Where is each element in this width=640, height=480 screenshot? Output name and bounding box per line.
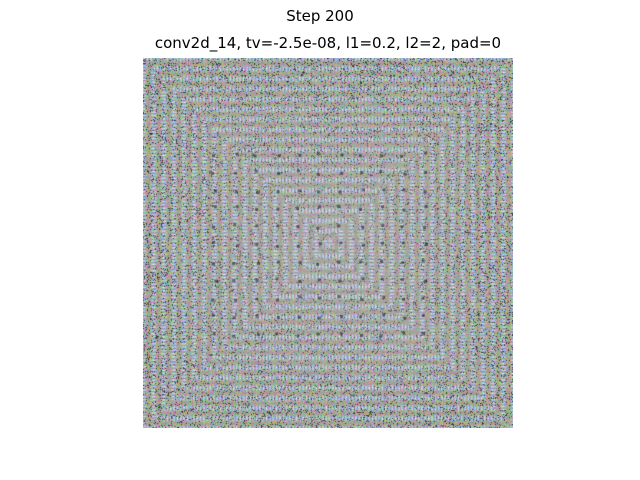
figure-suptitle: Step 200 bbox=[286, 7, 354, 25]
visualization-canvas bbox=[143, 58, 513, 428]
axes-title: conv2d_14, tv=-2.5e-08, l1=0.2, l2=2, pa… bbox=[154, 34, 502, 52]
visualization-image bbox=[143, 58, 513, 428]
